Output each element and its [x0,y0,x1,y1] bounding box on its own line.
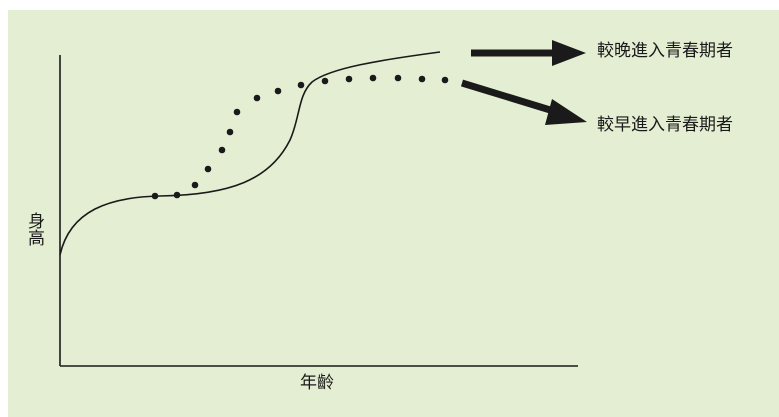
curve-dot [345,75,353,83]
arrow-icon [460,79,587,125]
y-axis-label: 身高 [24,212,44,246]
late-puberty-curve [59,51,441,256]
curve-dot [253,94,261,102]
curve-dot [218,146,226,154]
curve-dot [297,81,305,89]
curve-dot [369,74,377,82]
curve-dot [226,128,234,136]
curve-dot [191,181,199,189]
curve-dot [274,87,282,95]
curve-dot [233,108,241,116]
legend-late-label: 較晚進入青春期者 [597,41,733,61]
curve-dot [173,191,181,199]
curve-dot [151,192,159,200]
curve-dot [321,77,329,85]
early-puberty-curve [151,74,449,200]
arrow-icon [471,40,586,66]
curve-dot [394,74,402,82]
x-axis-label: 年齡 [300,373,334,393]
curve-dot [204,165,212,173]
curve-dot [418,75,426,83]
curve-dot [441,76,449,84]
legend-early-label: 較早進入青春期者 [597,115,733,135]
diagram-background [8,10,779,417]
